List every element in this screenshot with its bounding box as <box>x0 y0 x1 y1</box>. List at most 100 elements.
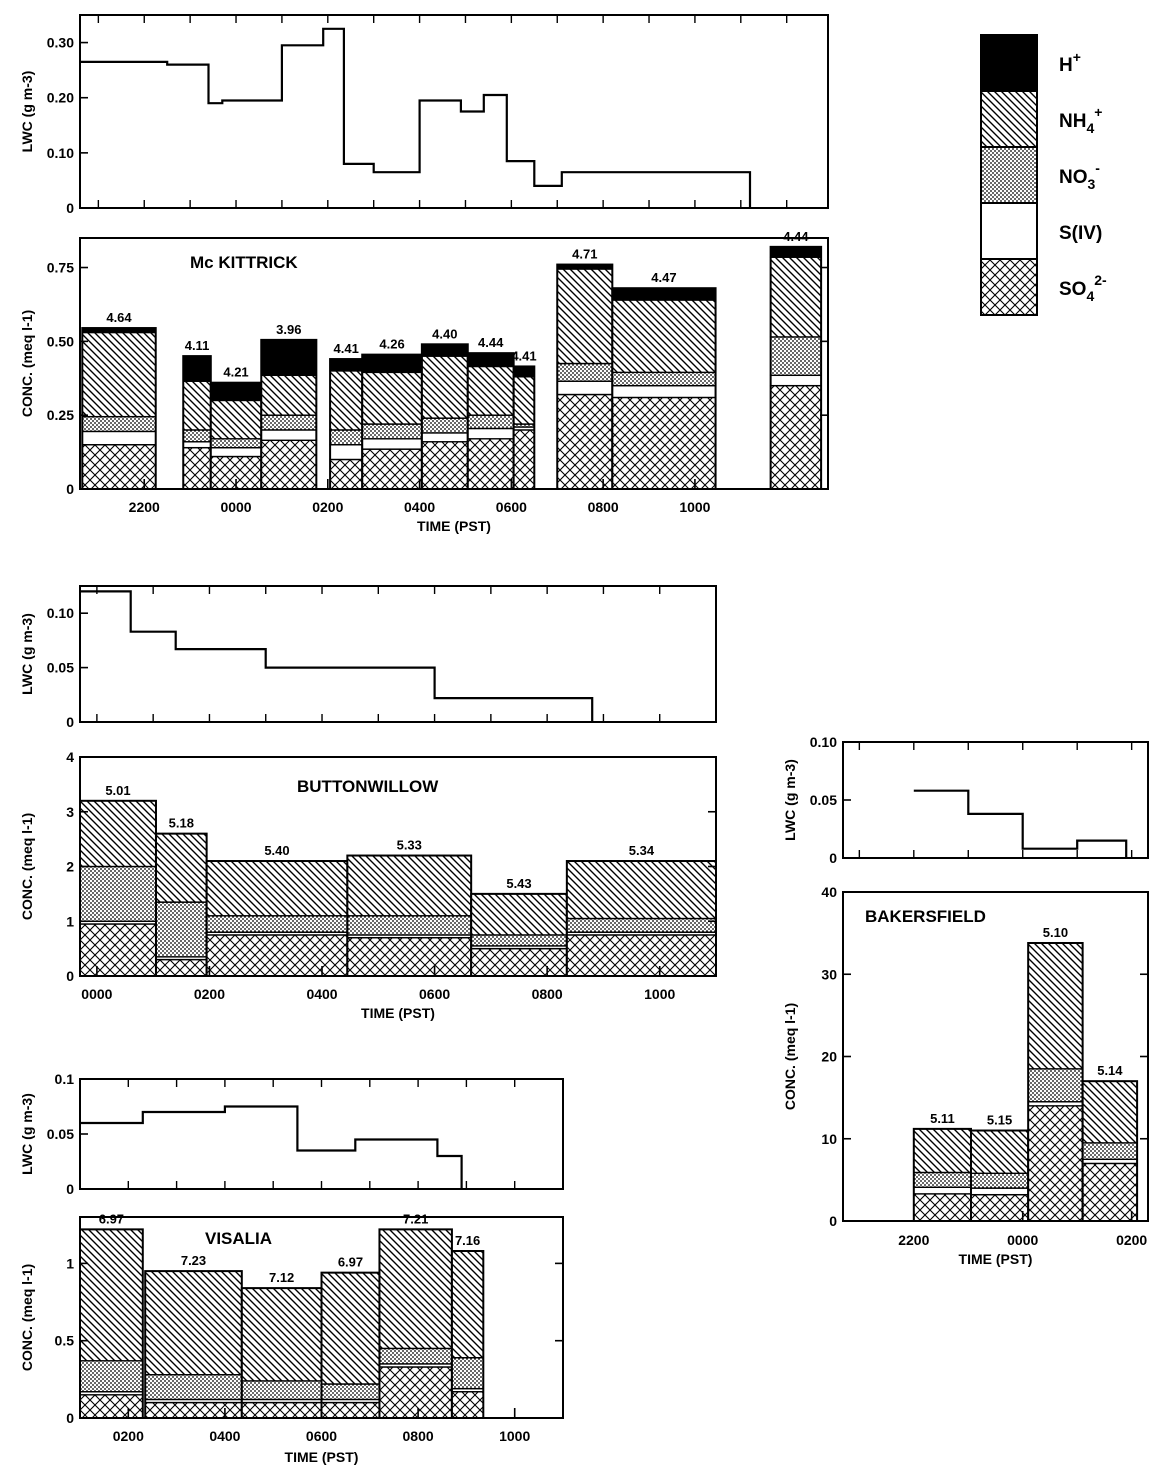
bar-outline <box>512 365 536 490</box>
bar-segment-nh4 <box>1027 942 1084 1070</box>
lwc-y-tick-label: 0.05 <box>47 1126 74 1142</box>
conc-y-axis-label: CONC. (meq l-1) <box>19 813 35 920</box>
bar-segment-nh4 <box>79 1228 144 1362</box>
bar-5: 4.41 <box>329 341 364 490</box>
bar-segment-nh4 <box>611 299 717 374</box>
ph-label: 7.21 <box>403 1211 428 1226</box>
bar-segment-h <box>260 339 318 377</box>
bar-segment-so4 <box>913 1193 972 1222</box>
ph-label: 6.97 <box>338 1255 363 1270</box>
ph-label: 4.11 <box>185 338 210 353</box>
bar-segment-so4 <box>205 934 349 977</box>
conc-y-tick-label: 3 <box>66 804 74 820</box>
x-tick-label: 0400 <box>404 499 435 515</box>
bar-segment-s4 <box>769 374 822 387</box>
ph-label: 4.40 <box>432 326 457 341</box>
bar-segment-s4 <box>182 441 212 449</box>
bar-segment-nh4 <box>210 399 262 440</box>
bar-segment-nh4 <box>913 1128 972 1174</box>
conc-y-tick-label: 10 <box>821 1131 837 1147</box>
bar-5: 5.43 <box>470 876 568 977</box>
bar-9: 4.41 <box>511 348 537 490</box>
bar-segment-nh4 <box>361 371 423 425</box>
bar-segment-no3 <box>182 429 212 443</box>
lwc-y-tick-label: 0 <box>66 714 74 730</box>
ph-label: 5.10 <box>1043 925 1068 940</box>
bar-segment-no3 <box>451 1356 485 1390</box>
bar-3: 7.12 <box>240 1270 323 1419</box>
bar-segment-no3 <box>421 417 469 434</box>
conc-y-tick-label: 0.25 <box>47 407 74 423</box>
x-tick-label: 2200 <box>129 499 160 515</box>
x-tick-label: 0600 <box>419 986 450 1002</box>
x-tick-label: 1000 <box>644 986 675 1002</box>
bar-4: 5.14 <box>1081 1063 1139 1223</box>
bar-segment-so4 <box>512 429 536 490</box>
bar-segment-h <box>329 358 363 372</box>
bar-segment-nh4 <box>378 1228 453 1350</box>
x-tick-label: 0400 <box>209 1428 240 1444</box>
bar-segment-nh4 <box>470 893 568 936</box>
ph-label: 4.21 <box>223 365 248 380</box>
lwc-axes-frame <box>79 14 829 209</box>
bar-segment-so4 <box>421 441 469 490</box>
lwc-y-axis-label: LWC (g m-3) <box>19 71 35 153</box>
conc-y-axis-label: CONC. (meq l-1) <box>782 1003 798 1110</box>
bar-2: 5.18 <box>154 816 208 978</box>
panel-bakersfield: 0 0.05 0.10 LWC (g m-3) 5.11 5.15 5.10 5.14 0 10 2… <box>782 734 1149 1267</box>
bar-segment-no3 <box>1027 1068 1084 1103</box>
bar-segment-nh4 <box>346 854 472 917</box>
bar-segment-so4 <box>467 438 515 490</box>
legend-label-no3: NO3- <box>1059 160 1100 192</box>
bar-segment-no3 <box>970 1172 1029 1189</box>
bar-segment-nh4 <box>467 365 515 416</box>
bar-segment-so4 <box>260 439 318 490</box>
bar-segment-so4 <box>970 1193 1029 1222</box>
bar-segment-so4 <box>361 448 423 490</box>
bar-segment-so4 <box>320 1401 381 1419</box>
bar-6: 7.16 <box>450 1233 485 1419</box>
bar-8: 4.44 <box>466 335 515 490</box>
conc-y-tick-label: 4 <box>66 749 74 765</box>
conc-y-tick-label: 0 <box>829 1213 837 1229</box>
bar-segment-no3 <box>769 336 822 377</box>
bar-segment-no3 <box>913 1171 972 1188</box>
bar-segment-s4 <box>913 1186 972 1195</box>
bar-segment-h <box>512 365 536 378</box>
lwc-y-tick-label: 0.05 <box>47 660 74 676</box>
bar-segment-nh4 <box>182 380 212 431</box>
lwc-step-line <box>80 27 752 208</box>
bar-3: 5.10 <box>1027 925 1084 1222</box>
lwc-y-tick-label: 0.30 <box>47 35 74 51</box>
bar-segment-nh4 <box>81 331 157 418</box>
bar-7: 4.40 <box>420 326 469 490</box>
bar-segment-no3 <box>144 1374 243 1401</box>
ph-label: 4.47 <box>651 270 676 285</box>
bar-1: 4.64 <box>81 310 157 490</box>
x-tick-label: 0600 <box>306 1428 337 1444</box>
ph-label: 6.97 <box>99 1211 124 1226</box>
bar-segment-so4 <box>1027 1105 1084 1222</box>
lwc-y-tick-label: 0 <box>829 850 837 866</box>
bar-segment-no3 <box>566 917 717 933</box>
conc-y-tick-label: 0.5 <box>55 1333 75 1349</box>
bar-segment-no3 <box>1081 1142 1138 1161</box>
bar-segment-so4 <box>241 1401 323 1419</box>
x-axis-label: TIME (PST) <box>417 518 491 534</box>
panel-visalia: 0 0.05 0.1 LWC (g m-3) 6.97 7.23 7.12 6.97 7.21 7… <box>19 1071 564 1465</box>
bar-segment-no3 <box>260 414 318 431</box>
ph-label: 4.44 <box>478 335 504 350</box>
panel-title: VISALIA <box>205 1229 272 1248</box>
bar-1: 6.97 <box>79 1211 144 1420</box>
bar-segment-s4 <box>611 384 717 399</box>
legend-label-so4: SO42- <box>1059 272 1107 304</box>
panel-title: Mc KITTRICK <box>190 253 298 272</box>
ph-label: 5.14 <box>1097 1063 1123 1078</box>
lwc-y-tick-label: 0.10 <box>810 734 837 750</box>
lwc-y-tick-label: 0 <box>66 200 74 216</box>
lwc-y-tick-label: 0.10 <box>47 145 74 161</box>
legend-swatch-h <box>980 34 1038 92</box>
bar-segment-no3 <box>329 429 363 446</box>
panel-title: BAKERSFIELD <box>865 907 986 926</box>
legend-label-nh4: NH4+ <box>1059 104 1102 136</box>
